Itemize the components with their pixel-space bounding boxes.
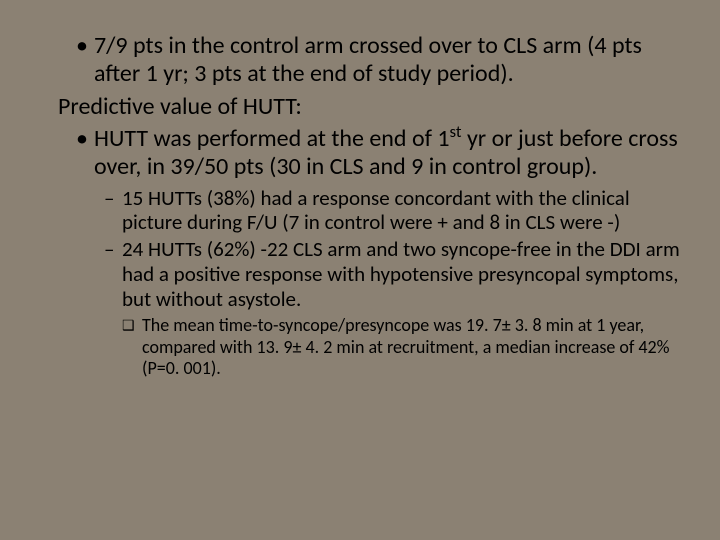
bullet-text: The mean time-to-syncope/presyncope was … [142,314,670,378]
disc-icon: • [76,125,94,153]
bullet-text: 15 HUTTs (38%) had a response concordant… [122,185,630,236]
bullet-text-pre: HUTT was performed at the end of 1 [94,124,450,153]
bullet-level1: •HUTT was performed at the end of 1st yr… [40,125,680,182]
dash-icon: – [104,186,122,211]
bullet-text: 24 HUTTs (62%) -22 CLS arm and two synco… [122,236,680,312]
slide-body: •7/9 pts in the control arm crossed over… [0,0,720,540]
dash-icon: – [104,237,122,262]
bullet-level2: –15 HUTTs (38%) had a response concordan… [40,186,680,236]
subheading-text: Predictive value of HUTT: [58,92,302,121]
disc-icon: • [76,32,94,60]
subheading: Predictive value of HUTT: [40,93,680,121]
bullet-level1: •7/9 pts in the control arm crossed over… [40,32,680,89]
bullet-level2: –24 HUTTs (62%) -22 CLS arm and two sync… [40,237,680,311]
ordinal-suffix: st [450,121,462,142]
bullet-level3: ❑The mean time-to-syncope/presyncope was… [40,315,680,379]
square-icon: ❑ [122,318,142,335]
bullet-text: 7/9 pts in the control arm crossed over … [94,31,642,88]
